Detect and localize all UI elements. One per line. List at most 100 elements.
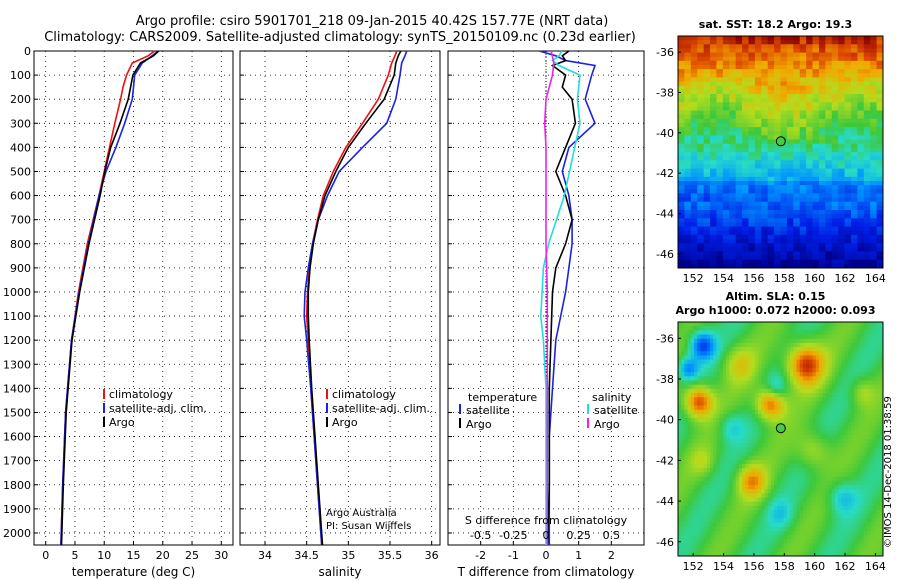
map-cell [876,367,881,373]
map-cell [818,239,823,244]
map-cell [774,226,778,232]
map-cell [719,131,724,136]
map-cell [697,210,701,215]
map-cell [684,376,689,381]
map-cell [774,110,778,116]
map-cell [681,44,685,49]
map-cell [751,363,756,369]
map-cell [697,243,701,248]
map-cell [818,135,823,140]
map-cell [690,393,695,398]
map-cell [786,164,791,169]
map-cell [838,255,842,261]
map-cell [694,185,698,190]
map-cell [735,69,740,74]
map-cell [850,168,855,174]
map-cell [681,52,685,58]
map-cell [809,355,813,361]
map-cell [761,197,765,203]
map-cell [854,127,858,132]
map-cell [806,226,810,232]
map-cell [783,98,788,103]
map-cell [722,243,727,248]
map-cell [815,181,820,186]
map-cell [681,143,685,149]
map-cell [758,338,762,344]
map-cell [870,94,874,99]
map-cell [694,239,698,244]
map-cell [761,214,765,219]
map-cell [742,185,746,190]
map-cell [713,330,717,335]
map-cell [742,197,746,203]
map-cell [748,247,753,252]
map-title: sat. SST: 18.2 Argo: 19.3 [699,18,852,31]
map-cell [706,330,711,335]
map-cell [796,123,801,128]
map-cell [694,226,698,232]
map-cell [687,263,692,269]
map-cell [863,77,868,82]
map-cell [697,347,701,352]
map-cell [748,164,753,169]
map-cell [770,372,775,377]
map-cell [866,334,871,340]
map-cell [738,127,743,132]
map-cell [854,247,858,252]
map-cell [834,131,839,136]
map-cell [812,218,817,223]
map-cell [844,156,849,161]
map-cell [799,263,804,269]
map-cell [799,210,804,215]
map-cell [777,251,781,256]
map-cell [866,234,871,240]
map-cell [700,127,705,132]
map-cell [850,193,855,198]
map-cell [713,40,717,45]
map-cell [802,388,807,394]
legend-label: Argo [332,416,358,429]
map-cell [796,102,801,107]
map-cell [713,393,717,398]
map-cell [758,393,762,398]
map-cell [799,44,804,49]
map-cell [742,376,746,381]
map-cell [745,189,749,194]
map-cell [812,393,817,398]
map-cell [694,98,698,103]
map-cell [770,263,775,269]
x-tick-label: 5 [71,549,78,562]
map-cell [722,52,727,58]
map-cell [834,230,839,236]
map-cell [838,201,842,207]
map-cell [863,342,868,348]
x-tick-label: 1 [575,549,582,562]
map-cell [678,94,682,99]
map-cell [866,222,871,227]
map-cell [818,193,823,198]
map-cell [870,85,874,91]
map-cell [847,247,852,252]
map-cell [703,172,708,178]
map-cell [809,218,813,223]
map-cell [777,160,781,165]
map-cell [854,359,858,365]
map-cell [857,176,861,182]
map-cell [770,214,775,219]
map-cell [815,106,820,111]
map-cell [745,342,749,348]
map-cell [758,201,762,207]
map-cell [684,359,689,365]
map-cell [684,388,689,394]
map-cell [738,81,743,87]
map-cell [841,355,845,361]
map-cell [799,222,804,227]
map-cell [726,380,730,386]
map-cell [793,372,797,377]
map-cell [742,172,746,178]
map-cell [822,243,826,248]
map-cell [706,52,711,58]
map-cell [697,197,701,203]
map-cell [777,197,781,203]
map-cell [806,330,810,335]
